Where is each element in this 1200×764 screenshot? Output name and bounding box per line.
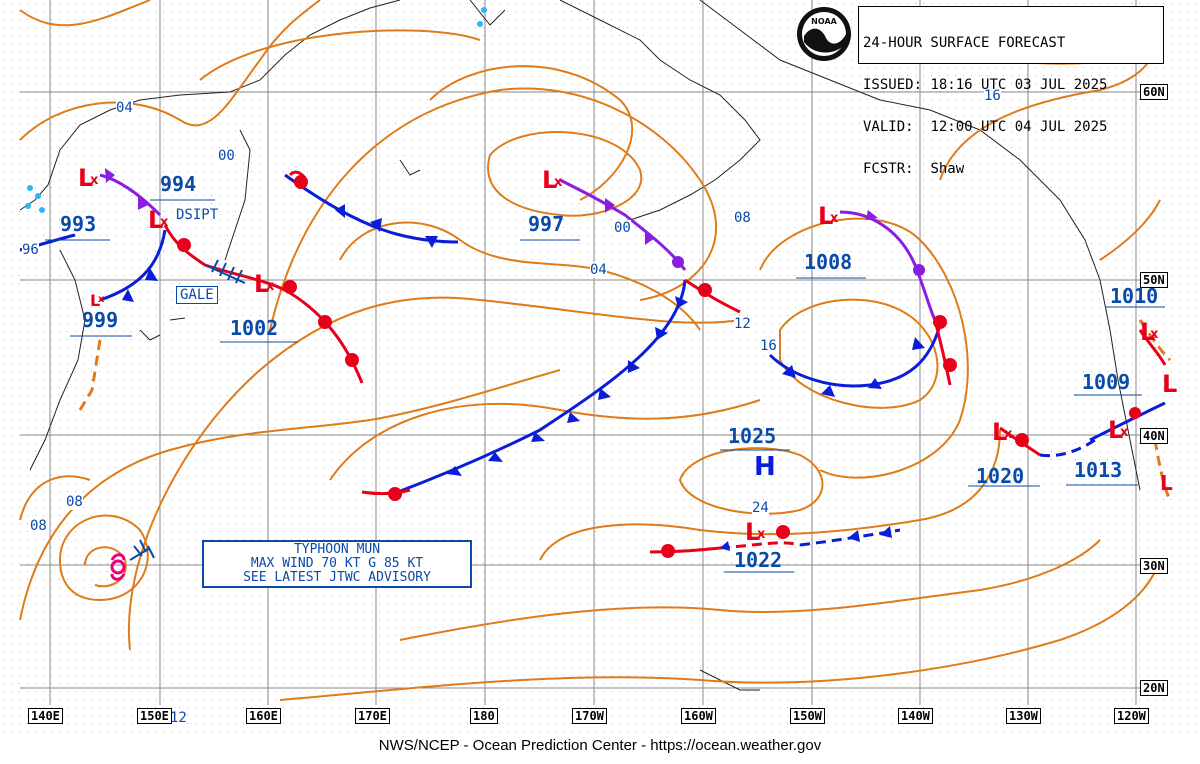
gale-warning-box: GALE — [176, 286, 218, 304]
forecaster-row: FCSTR: Shaw — [863, 161, 965, 177]
svg-text:L: L — [745, 518, 760, 546]
svg-text:x: x — [554, 175, 563, 190]
svg-text:L: L — [254, 270, 269, 298]
forecast-title: 24-HOUR SURFACE FORECAST — [863, 35, 1066, 51]
svg-text:x: x — [830, 211, 839, 226]
isobar-label: 12 — [734, 316, 751, 332]
isobar-label: 00 — [218, 148, 235, 164]
lat-label: 60N — [1140, 84, 1168, 100]
svg-text:L: L — [1160, 471, 1173, 495]
pressure-label-1010: 1010 — [1110, 284, 1159, 308]
pressure-label-1022: 1022 — [734, 548, 783, 572]
svg-text:x: x — [757, 527, 766, 542]
lon-label: 170E — [355, 708, 390, 724]
typhoon-max-wind: MAX WIND 70 KT G 85 KT — [250, 556, 424, 571]
lon-label: 170W — [572, 708, 607, 724]
isobar-label: 04 — [116, 100, 133, 116]
pressure-label-1025: 1025 — [728, 424, 777, 448]
svg-text:x: x — [1150, 327, 1159, 342]
pressure-label-1013: 1013 — [1074, 458, 1123, 482]
lat-label: 40N — [1140, 428, 1168, 444]
lon-label: 160E — [246, 708, 281, 724]
typhoon-advisory-box: TYPHOON MUN MAX WIND 70 KT G 85 KT SEE L… — [202, 540, 472, 588]
sea-ice-markers — [25, 7, 487, 213]
isobar-label: 96 — [22, 242, 39, 258]
low-pressure-markers: Lx Lx Lx Lx Lx Lx Lx Lx Lx Lx L L — [78, 164, 1177, 546]
isobar-label: 08 — [734, 210, 751, 226]
svg-text:x: x — [1120, 425, 1129, 440]
pressure-label-994: 994 — [160, 172, 197, 196]
valid-time: 12:00 UTC 04 JUL 2025 — [930, 119, 1108, 135]
svg-text:x: x — [98, 294, 105, 305]
noaa-logo: NOAA — [797, 7, 851, 61]
issued-row: ISSUED: 18:16 UTC 03 JUL 2025 — [863, 77, 1108, 93]
lon-label: 160W — [681, 708, 716, 724]
pressure-label-1009: 1009 — [1082, 370, 1131, 394]
isobar-label: 08 — [30, 518, 47, 534]
footer-credit: NWS/NCEP - Ocean Prediction Center - htt… — [378, 737, 822, 754]
lon-label: 120W — [1114, 708, 1149, 724]
isobar-label: 04 — [590, 262, 607, 278]
typhoon-symbol — [110, 539, 155, 581]
isobar-label: 24 — [752, 500, 769, 516]
isobar-label: 12 — [170, 710, 187, 726]
warm-fronts — [163, 170, 1167, 554]
isobar-label: 00 — [614, 220, 631, 236]
svg-text:L: L — [90, 291, 100, 310]
svg-text:L: L — [1108, 416, 1123, 444]
isobar-label: 16 — [760, 338, 777, 354]
occluded-fronts — [99, 173, 937, 321]
lat-label: 50N — [1140, 272, 1168, 288]
typhoon-advisory: SEE LATEST JTWC ADVISORY — [243, 570, 431, 585]
stationary-front-symbols — [720, 526, 892, 551]
forecaster-name: Shaw — [930, 161, 965, 177]
pressure-label-1002: 1002 — [230, 316, 279, 340]
svg-text:L: L — [818, 202, 833, 230]
svg-text:x: x — [1004, 427, 1013, 442]
lat-label: 30N — [1140, 558, 1168, 574]
pressure-label-1020: 1020 — [976, 464, 1025, 488]
graticule — [20, 0, 1160, 705]
lon-label: 150W — [790, 708, 825, 724]
high-pressure-marker: H — [754, 452, 776, 482]
occluded-front-symbols — [105, 168, 925, 276]
label-underlines — [45, 199, 1165, 573]
isobars — [19, 0, 1161, 701]
pressure-label-993: 993 — [60, 212, 97, 236]
pressure-label-999: 999 — [82, 308, 119, 332]
lon-label: 140E — [28, 708, 63, 724]
valid-row: VALID: 12:00 UTC 04 JUL 2025 — [863, 119, 1108, 135]
svg-text:x: x — [160, 215, 169, 230]
lon-label: 180 — [470, 708, 498, 724]
dissipating-label: DSIPT — [176, 207, 219, 223]
isobar-label: 08 — [66, 494, 83, 510]
svg-text:L: L — [1162, 370, 1177, 398]
surface-forecast-map: Lx Lx Lx Lx Lx Lx Lx Lx Lx Lx L L — [0, 0, 1200, 735]
svg-text:L: L — [992, 418, 1007, 446]
svg-text:L: L — [1140, 318, 1155, 346]
isobar-label: 16 — [984, 88, 1001, 104]
pressure-label-997: 997 — [528, 212, 565, 236]
gale-wind-barb — [204, 259, 246, 284]
coastlines — [19, 0, 1141, 691]
map-background — [0, 0, 1200, 735]
lat-label: 20N — [1140, 680, 1168, 696]
typhoon-name: TYPHOON MUN — [293, 542, 381, 557]
svg-text:NOAA: NOAA — [811, 17, 837, 26]
svg-text:x: x — [266, 279, 275, 294]
pressure-label-1008: 1008 — [804, 250, 853, 274]
svg-text:x: x — [90, 173, 99, 188]
issued-time: 18:16 UTC 03 JUL 2025 — [930, 77, 1108, 93]
cold-front-symbols — [122, 204, 925, 476]
svg-text:L: L — [78, 164, 93, 192]
forecast-info-box: 24-HOUR SURFACE FORECAST ISSUED: 18:16 U… — [858, 6, 1164, 176]
svg-text:L: L — [148, 206, 163, 234]
lon-label: 150E — [137, 708, 172, 724]
lon-label: 140W — [898, 708, 933, 724]
lon-label: 130W — [1006, 708, 1041, 724]
svg-text:L: L — [542, 166, 557, 194]
longitude-axis: 140E 150E 160E 170E 180 170W 160W 150W 1… — [0, 708, 1200, 728]
warm-front-symbols — [177, 175, 1141, 558]
